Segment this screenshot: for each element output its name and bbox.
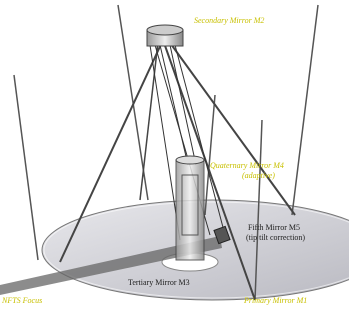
label: (adaptive) [242,171,275,180]
label: Quaternary Mirror M4 [210,161,284,170]
label: NFTS Focus [1,296,42,305]
label: Fifth Mirror M5 [248,223,300,232]
label: Tertiary Mirror M3 [128,278,190,287]
label: (tip tilt correction) [246,233,305,242]
structure [0,5,349,300]
label: Secondary Mirror M2 [194,16,264,25]
label: Primary Mirror M1 [243,296,307,305]
telescope-diagram: Secondary Mirror M2 Quaternary Mirror M4… [0,0,349,315]
